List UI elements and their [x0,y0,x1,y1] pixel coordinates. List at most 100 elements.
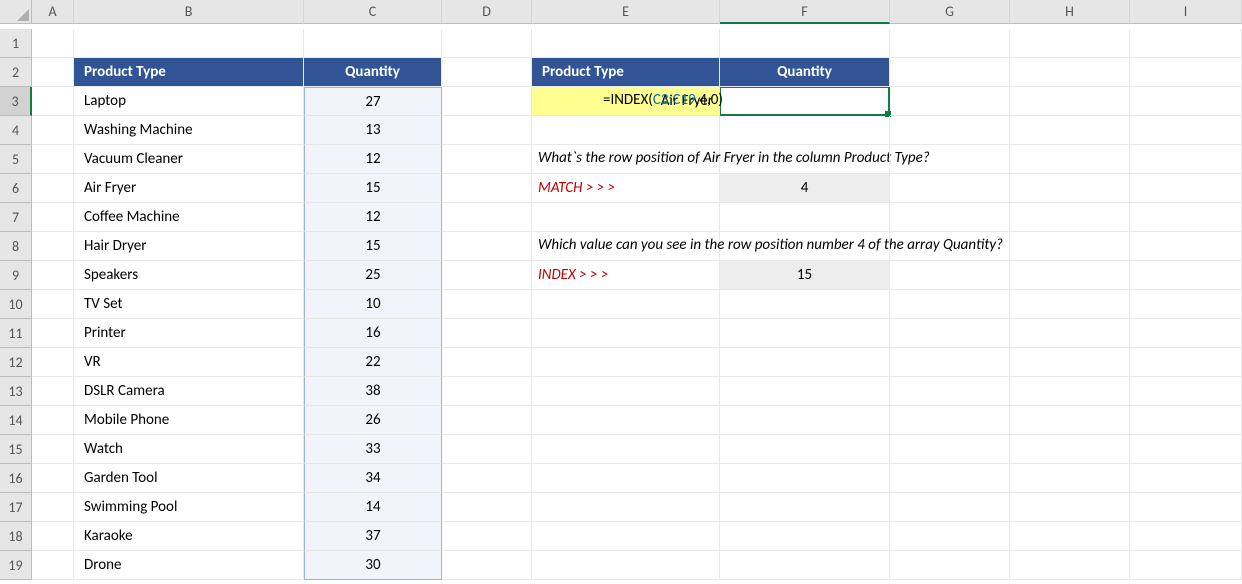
cell-A6[interactable] [32,174,74,203]
col-header-I[interactable]: I [1130,0,1242,24]
row-header-13[interactable]: 13 [0,377,32,406]
cell-F3-active[interactable]: =INDEX(C3:C19,4,0) [720,87,890,116]
cell-G16[interactable] [890,464,1010,493]
row-header-4[interactable]: 4 [0,116,32,145]
cell-G8[interactable] [890,232,1010,261]
cell-B16[interactable]: Garden Tool [74,464,304,493]
cell-E4[interactable] [532,116,720,145]
cell-B5[interactable]: Vacuum Cleaner [74,145,304,174]
cell-D3[interactable] [442,87,532,116]
cell-B14[interactable]: Mobile Phone [74,406,304,435]
cell-F2[interactable]: Quantity [720,58,890,87]
row-header-10[interactable]: 10 [0,290,32,319]
cell-D7[interactable] [442,203,532,232]
cell-E13[interactable] [532,377,720,406]
cell-E12[interactable] [532,348,720,377]
cell-I15[interactable] [1130,435,1242,464]
col-header-C[interactable]: C [304,0,442,24]
cell-E10[interactable] [532,290,720,319]
cell-D14[interactable] [442,406,532,435]
cell-F14[interactable] [720,406,890,435]
cell-A14[interactable] [32,406,74,435]
row-header-15[interactable]: 15 [0,435,32,464]
cell-C3[interactable]: 27 [304,87,442,116]
cell-B2[interactable]: Product Type [74,58,304,87]
cell-D12[interactable] [442,348,532,377]
cell-A4[interactable] [32,116,74,145]
cell-E11[interactable] [532,319,720,348]
cell-C9[interactable]: 25 [304,261,442,290]
cell-D2[interactable] [442,58,532,87]
col-header-G[interactable]: G [890,0,1010,24]
cell-B9[interactable]: Speakers [74,261,304,290]
cell-F15[interactable] [720,435,890,464]
cell-I10[interactable] [1130,290,1242,319]
cell-B4[interactable]: Washing Machine [74,116,304,145]
cell-D11[interactable] [442,319,532,348]
cell-G6[interactable] [890,174,1010,203]
cell-I16[interactable] [1130,464,1242,493]
cell-H2[interactable] [1010,58,1130,87]
cell-F18[interactable] [720,522,890,551]
cell-D18[interactable] [442,522,532,551]
cell-I13[interactable] [1130,377,1242,406]
col-header-F[interactable]: F [720,0,890,24]
cell-C14[interactable]: 26 [304,406,442,435]
cell-E9[interactable]: INDEX > > > [532,261,720,290]
cell-E16[interactable] [532,464,720,493]
cell-H11[interactable] [1010,319,1130,348]
cell-H4[interactable] [1010,116,1130,145]
cell-G4[interactable] [890,116,1010,145]
row-header-16[interactable]: 16 [0,464,32,493]
cell-D15[interactable] [442,435,532,464]
cell-I14[interactable] [1130,406,1242,435]
cell-H17[interactable] [1010,493,1130,522]
cell-D16[interactable] [442,464,532,493]
cell-G15[interactable] [890,435,1010,464]
cell-H8[interactable] [1010,232,1130,261]
cell-I8[interactable] [1130,232,1242,261]
cell-H15[interactable] [1010,435,1130,464]
cell-C8[interactable]: 15 [304,232,442,261]
cell-B11[interactable]: Printer [74,319,304,348]
cell-B17[interactable]: Swimming Pool [74,493,304,522]
row-header-3[interactable]: 3 [0,87,32,116]
cell-C4[interactable]: 13 [304,116,442,145]
cell-A16[interactable] [32,464,74,493]
cell-F7[interactable] [720,203,890,232]
row-header-1[interactable]: 1 [0,29,32,58]
cell-A1[interactable] [32,29,74,58]
cell-G13[interactable] [890,377,1010,406]
cell-H13[interactable] [1010,377,1130,406]
cell-F8[interactable] [720,232,890,261]
cell-F16[interactable] [720,464,890,493]
cell-G1[interactable] [890,29,1010,58]
cell-B6[interactable]: Air Fryer [74,174,304,203]
cell-D19[interactable] [442,551,532,580]
cell-F4[interactable] [720,116,890,145]
cell-F5[interactable] [720,145,890,174]
cell-A3[interactable] [32,87,74,116]
col-header-H[interactable]: H [1010,0,1130,24]
row-header-9[interactable]: 9 [0,261,32,290]
cell-I3[interactable] [1130,87,1242,116]
cell-A8[interactable] [32,232,74,261]
row-header-18[interactable]: 18 [0,522,32,551]
cell-G9[interactable] [890,261,1010,290]
cell-A19[interactable] [32,551,74,580]
cell-C5[interactable]: 12 [304,145,442,174]
cell-D6[interactable] [442,174,532,203]
cell-I18[interactable] [1130,522,1242,551]
cell-G5[interactable] [890,145,1010,174]
cell-H7[interactable] [1010,203,1130,232]
cell-I11[interactable] [1130,319,1242,348]
cell-G19[interactable] [890,551,1010,580]
cell-C6[interactable]: 15 [304,174,442,203]
cell-B18[interactable]: Karaoke [74,522,304,551]
cell-H19[interactable] [1010,551,1130,580]
cell-C17[interactable]: 14 [304,493,442,522]
cell-F1[interactable] [720,29,890,58]
cell-E1[interactable] [532,29,720,58]
cell-G2[interactable] [890,58,1010,87]
cell-D13[interactable] [442,377,532,406]
